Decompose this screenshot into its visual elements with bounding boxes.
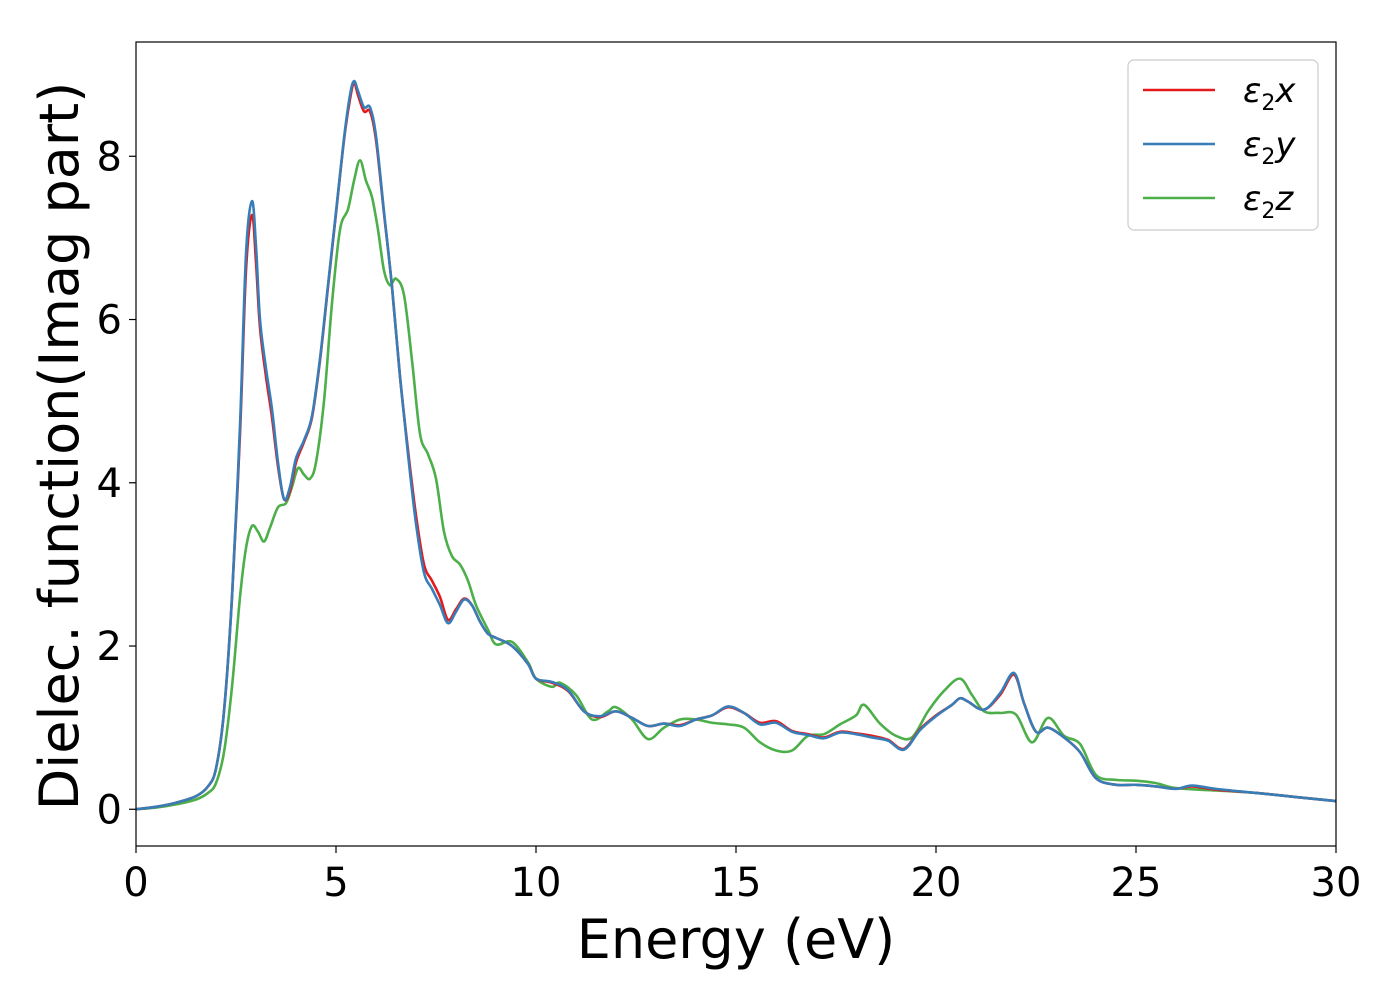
series-line-z: [136, 159, 1336, 811]
y-axis-label: Dielec. function(Imag part): [28, 82, 91, 811]
x-tick-label: 5: [323, 860, 348, 906]
x-tick-label: 20: [911, 860, 962, 906]
y-tick-label: 0: [97, 787, 122, 833]
legend-label-z: ε2z: [1243, 179, 1294, 224]
x-tick-label: 10: [511, 860, 562, 906]
y-tick-label: 8: [97, 134, 122, 180]
plot-lines: [136, 79, 1336, 811]
x-tick-label: 0: [123, 860, 148, 906]
legend-label-y: ε2y: [1243, 125, 1296, 170]
x-axis-label: Energy (eV): [577, 908, 896, 971]
y-tick-label: 6: [97, 298, 122, 344]
y-tick-label: 2: [97, 624, 122, 670]
x-tick-label: 30: [1311, 860, 1362, 906]
x-tick-label: 15: [711, 860, 762, 906]
y-axis: 0 2 4 6 8: [97, 134, 136, 833]
series-line-y: [136, 79, 1336, 811]
x-axis: 0 5 10 15 20 25 30: [123, 846, 1361, 906]
legend: ε2x ε2y ε2z: [1127, 59, 1319, 231]
legend-label-x: ε2x: [1243, 71, 1296, 116]
y-tick-label: 4: [97, 461, 122, 507]
legend-box: [1127, 59, 1319, 231]
x-tick-label: 25: [1111, 860, 1162, 906]
